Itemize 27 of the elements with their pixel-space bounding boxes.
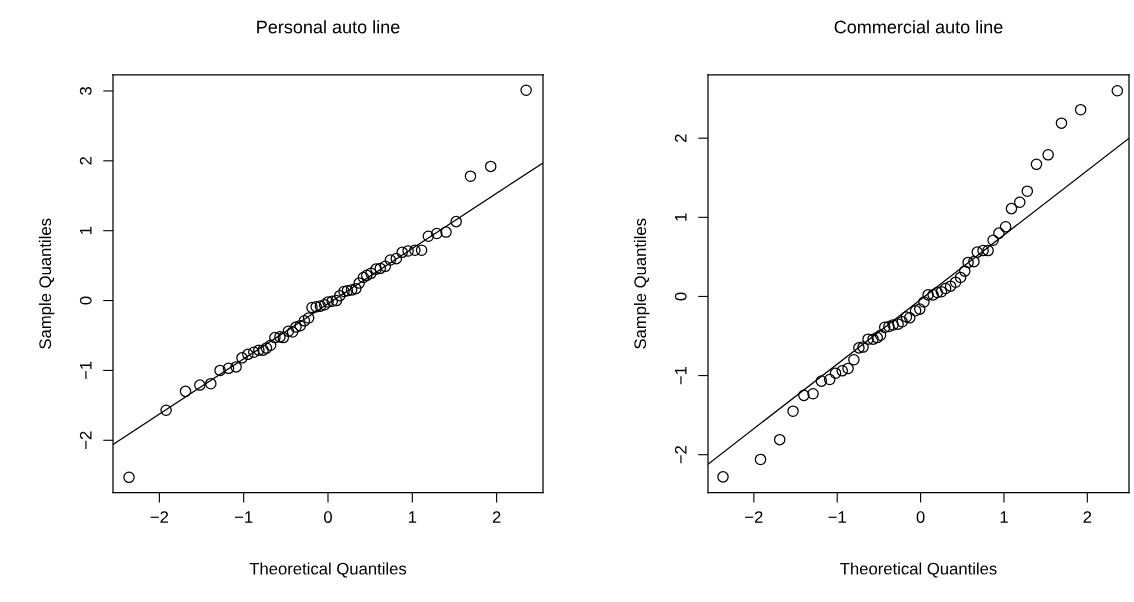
y-tick-label: 1 (80, 226, 92, 235)
y-tick-label: −2 (79, 431, 92, 449)
x-axis-title: Theoretical Quantiles (249, 562, 407, 578)
x-tick-label: −2 (150, 511, 169, 523)
x-tick-label: −1 (828, 511, 846, 523)
x-tick-label: −1 (235, 511, 253, 523)
y-tick-label: 0 (79, 296, 92, 305)
y-tick-label: 2 (674, 134, 687, 142)
chart-title: Commercial auto line (834, 20, 1003, 34)
chart-title: Personal auto line (257, 20, 400, 34)
x-tick-label: 2 (1083, 511, 1092, 523)
y-axis-title: Sample Quantiles (633, 218, 650, 349)
x-tick-label: 1 (1000, 511, 1008, 523)
y-tick-label: −1 (675, 366, 687, 385)
y-tick-label: 2 (79, 157, 92, 165)
x-axis-title: Theoretical Quantiles (840, 562, 997, 578)
y-axis-title: Sample Quantiles (38, 218, 55, 349)
x-tick-label: 0 (324, 511, 332, 523)
y-tick-label: −1 (80, 361, 92, 380)
x-tick-label: 0 (916, 511, 925, 523)
x-tick-label: 2 (492, 511, 501, 523)
x-tick-label: 1 (408, 511, 417, 523)
x-tick-label: −2 (745, 511, 763, 523)
y-tick-label: −2 (674, 446, 687, 464)
y-tick-label: 1 (675, 213, 687, 221)
y-tick-label: 3 (79, 87, 92, 95)
y-tick-label: 0 (674, 292, 687, 301)
